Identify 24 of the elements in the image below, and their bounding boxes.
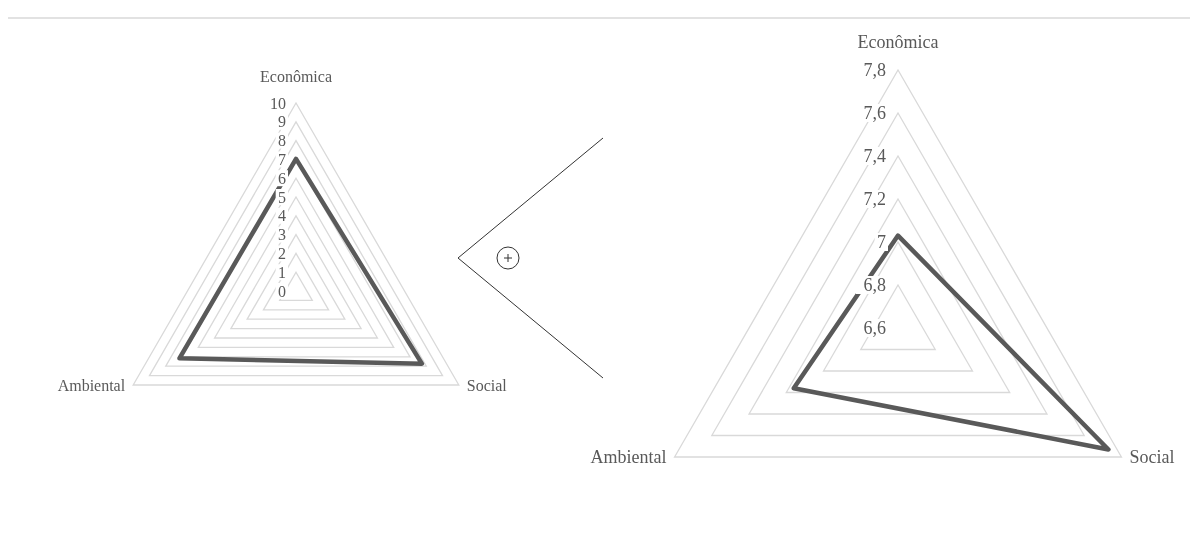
spoke-label: Econômica [857, 32, 939, 53]
y-tick-label: 7 [877, 232, 886, 253]
spoke-label: Social [1129, 447, 1175, 468]
y-tick-label: 1 [278, 263, 286, 281]
spoke-label: Econômica [260, 68, 332, 86]
y-tick-label: 5 [278, 188, 286, 206]
y-tick-label: 6 [278, 169, 286, 187]
y-tick-label: 9 [278, 113, 286, 131]
y-tick-label: 7,8 [863, 60, 886, 81]
y-tick-label: 2 [278, 245, 286, 262]
y-tick-label: 7,6 [863, 103, 886, 124]
spoke-label: Social [466, 376, 508, 394]
y-tick-label: 0 [278, 282, 286, 300]
y-tick-label: 8 [278, 132, 286, 150]
y-tick-label: 6,6 [863, 318, 886, 339]
y-tick-label: 10 [270, 94, 286, 112]
y-tick-label: 7,2 [863, 189, 886, 210]
spoke-label: Ambiental [57, 376, 126, 394]
y-tick-label: 4 [278, 207, 286, 225]
y-tick-label: 3 [278, 226, 286, 244]
y-tick-label: 6,8 [863, 275, 886, 296]
y-tick-label: 7,4 [863, 146, 886, 167]
spoke-label: Ambiental [590, 447, 667, 468]
y-tick-label: 7 [278, 151, 286, 168]
